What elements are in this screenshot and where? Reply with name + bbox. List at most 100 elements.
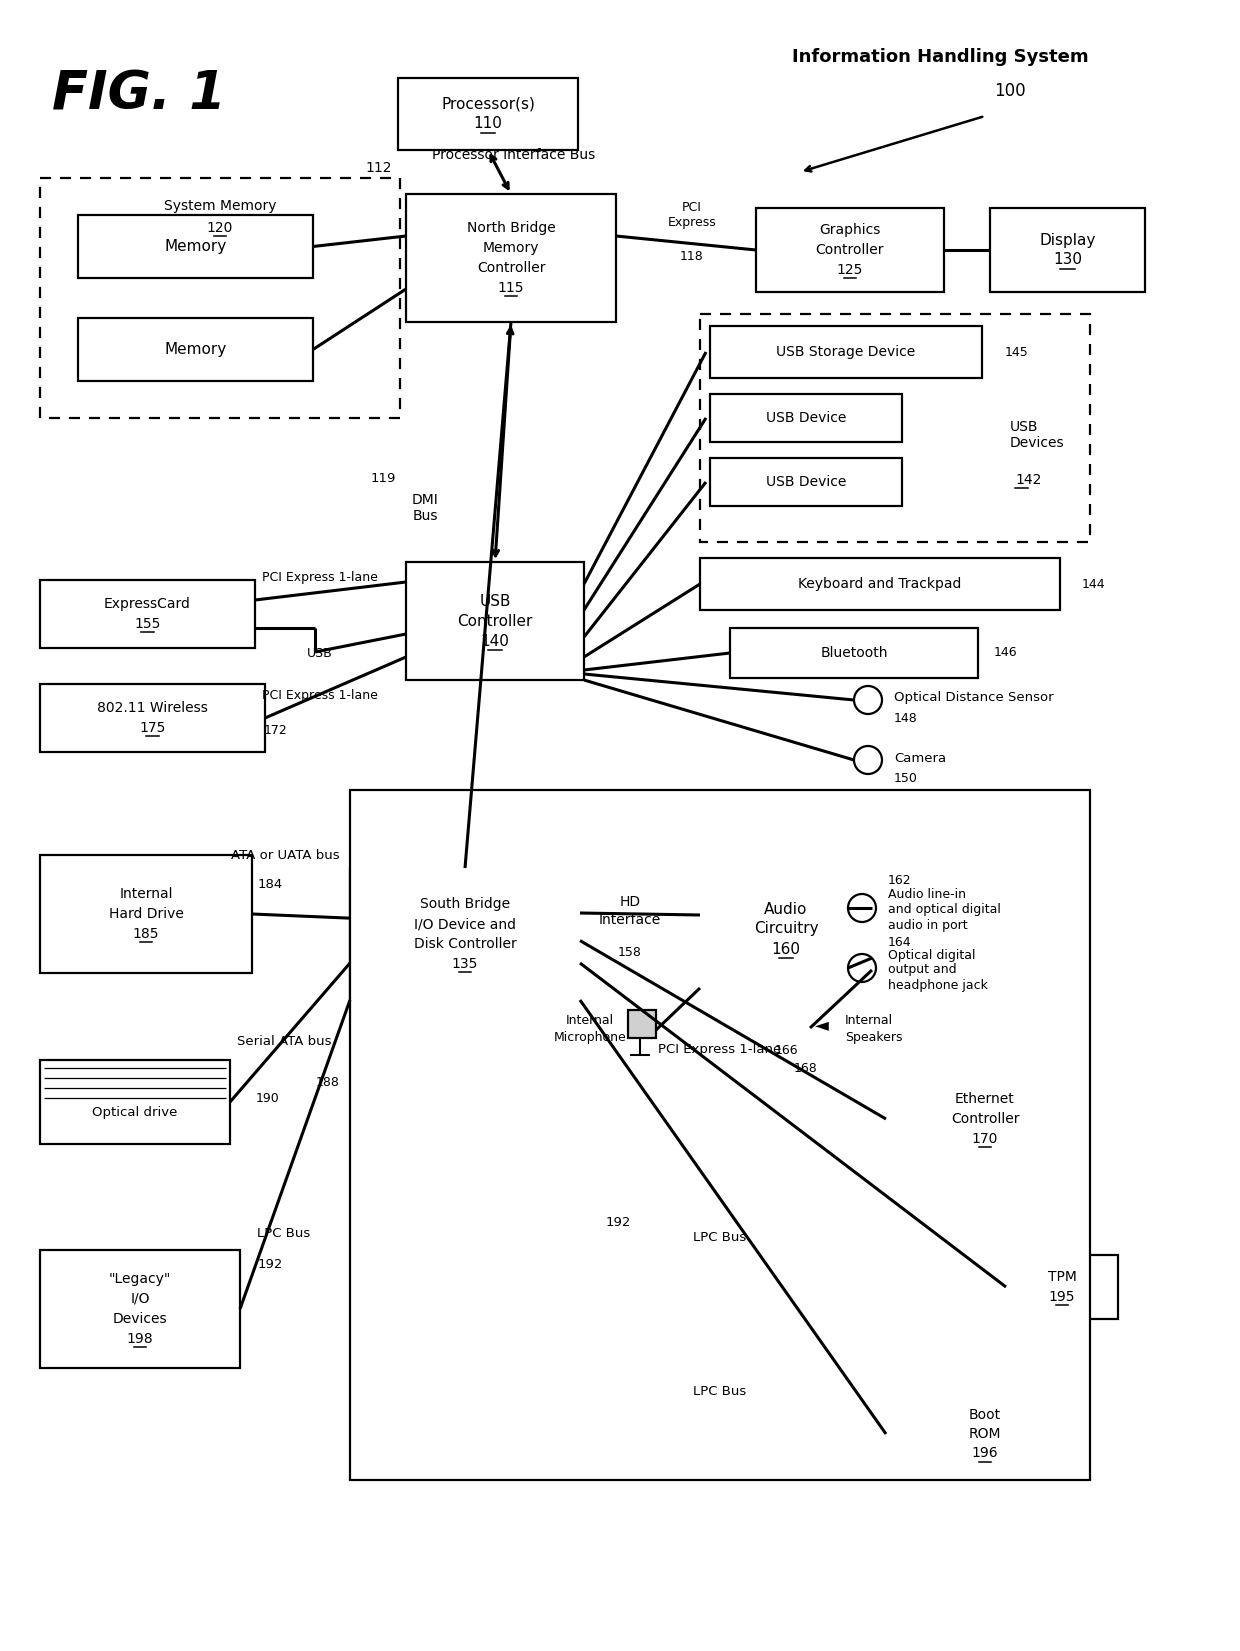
Text: headphone jack: headphone jack xyxy=(888,979,988,992)
Text: 185: 185 xyxy=(133,926,159,941)
FancyBboxPatch shape xyxy=(40,684,265,751)
Text: I/O: I/O xyxy=(130,1293,150,1306)
Text: 142: 142 xyxy=(1016,472,1042,487)
Text: LPC Bus: LPC Bus xyxy=(258,1227,311,1240)
Text: 145: 145 xyxy=(1004,345,1029,358)
FancyBboxPatch shape xyxy=(701,558,1060,609)
Text: FIG. 1: FIG. 1 xyxy=(52,68,226,121)
Text: Optical drive: Optical drive xyxy=(92,1106,177,1119)
FancyBboxPatch shape xyxy=(711,457,901,505)
Text: 184: 184 xyxy=(258,877,283,890)
Text: 115: 115 xyxy=(497,281,525,296)
Text: Internal: Internal xyxy=(844,1014,893,1027)
Text: Internal: Internal xyxy=(119,887,172,901)
Text: 125: 125 xyxy=(837,263,863,277)
Text: Optical Distance Sensor: Optical Distance Sensor xyxy=(894,692,1054,705)
Text: 188: 188 xyxy=(316,1075,340,1088)
Text: 192: 192 xyxy=(258,1258,284,1271)
Text: USB Storage Device: USB Storage Device xyxy=(776,345,915,358)
Text: audio in port: audio in port xyxy=(888,918,967,931)
FancyBboxPatch shape xyxy=(40,178,401,418)
Text: output and: output and xyxy=(888,964,956,976)
Text: Information Handling System: Information Handling System xyxy=(791,48,1089,66)
Text: LPC Bus: LPC Bus xyxy=(693,1385,746,1398)
Text: 146: 146 xyxy=(994,647,1018,659)
Text: ◄: ◄ xyxy=(815,1015,828,1034)
Text: PCI Express 1-lane: PCI Express 1-lane xyxy=(658,1043,781,1057)
Text: Display: Display xyxy=(1039,233,1096,248)
Text: "Legacy": "Legacy" xyxy=(109,1271,171,1286)
Text: Bluetooth: Bluetooth xyxy=(820,646,888,660)
Text: I/O Device and: I/O Device and xyxy=(414,916,516,931)
Text: Memory: Memory xyxy=(165,342,227,357)
FancyBboxPatch shape xyxy=(78,319,312,381)
Text: Camera: Camera xyxy=(894,751,946,764)
Text: USB
Devices: USB Devices xyxy=(1011,419,1065,451)
Text: 158: 158 xyxy=(618,946,642,959)
Text: 175: 175 xyxy=(139,721,166,735)
Text: Audio: Audio xyxy=(764,901,807,916)
Text: 162: 162 xyxy=(888,873,911,887)
FancyBboxPatch shape xyxy=(887,1400,1084,1468)
Text: 112: 112 xyxy=(366,162,392,175)
Text: 192: 192 xyxy=(605,1215,631,1228)
Text: Controller: Controller xyxy=(458,614,533,629)
Text: 135: 135 xyxy=(451,958,479,971)
Text: Controller: Controller xyxy=(816,243,884,258)
Text: Serial ATA bus: Serial ATA bus xyxy=(237,1035,331,1048)
Text: Microphone: Microphone xyxy=(553,1032,626,1045)
FancyBboxPatch shape xyxy=(405,195,616,322)
Text: 802.11 Wireless: 802.11 Wireless xyxy=(97,702,208,715)
Text: 130: 130 xyxy=(1053,253,1083,267)
Text: 148: 148 xyxy=(894,712,918,725)
FancyBboxPatch shape xyxy=(730,627,978,679)
Text: 120: 120 xyxy=(207,221,233,234)
Text: HD: HD xyxy=(620,895,641,910)
FancyBboxPatch shape xyxy=(887,1070,1084,1167)
FancyBboxPatch shape xyxy=(627,1010,656,1038)
FancyBboxPatch shape xyxy=(405,561,584,680)
FancyBboxPatch shape xyxy=(40,855,252,972)
Text: 110: 110 xyxy=(474,117,502,132)
Text: PCI Express 1-lane: PCI Express 1-lane xyxy=(262,688,378,702)
Text: Circuitry: Circuitry xyxy=(754,921,818,936)
Text: USB: USB xyxy=(479,593,511,609)
Text: Controller: Controller xyxy=(476,261,546,276)
Text: PCI
Express: PCI Express xyxy=(667,201,717,229)
FancyBboxPatch shape xyxy=(40,580,255,647)
FancyBboxPatch shape xyxy=(1006,1255,1118,1319)
Text: Controller: Controller xyxy=(951,1113,1019,1126)
Text: 119: 119 xyxy=(371,472,396,484)
Text: 168: 168 xyxy=(794,1062,818,1075)
Text: and optical digital: and optical digital xyxy=(888,903,1001,916)
FancyBboxPatch shape xyxy=(711,395,901,442)
Text: Memory: Memory xyxy=(165,239,227,254)
Text: Processor(s): Processor(s) xyxy=(441,96,534,112)
Text: Ethernet: Ethernet xyxy=(955,1091,1014,1106)
Text: Boot: Boot xyxy=(968,1408,1001,1422)
Text: USB Device: USB Device xyxy=(766,411,846,424)
FancyBboxPatch shape xyxy=(701,870,872,987)
FancyBboxPatch shape xyxy=(398,78,578,150)
Text: 198: 198 xyxy=(126,1332,154,1346)
Text: 150: 150 xyxy=(894,771,918,784)
Text: 172: 172 xyxy=(264,723,288,736)
FancyBboxPatch shape xyxy=(40,1060,229,1144)
Text: 100: 100 xyxy=(994,83,1025,101)
Text: 164: 164 xyxy=(888,936,911,949)
Text: Devices: Devices xyxy=(113,1313,167,1326)
FancyBboxPatch shape xyxy=(350,868,580,1001)
FancyBboxPatch shape xyxy=(756,208,944,292)
Text: North Bridge: North Bridge xyxy=(466,221,556,234)
FancyBboxPatch shape xyxy=(990,208,1145,292)
Text: 160: 160 xyxy=(771,941,801,956)
Text: 170: 170 xyxy=(972,1133,998,1146)
FancyBboxPatch shape xyxy=(711,325,982,378)
Text: USB Device: USB Device xyxy=(766,475,846,489)
Text: Processor Interface Bus: Processor Interface Bus xyxy=(432,149,595,162)
Text: Speakers: Speakers xyxy=(844,1032,903,1045)
Text: Optical digital: Optical digital xyxy=(888,949,976,961)
Text: ATA or UATA bus: ATA or UATA bus xyxy=(231,849,340,862)
Text: 155: 155 xyxy=(134,617,161,631)
Text: 195: 195 xyxy=(1049,1289,1075,1304)
